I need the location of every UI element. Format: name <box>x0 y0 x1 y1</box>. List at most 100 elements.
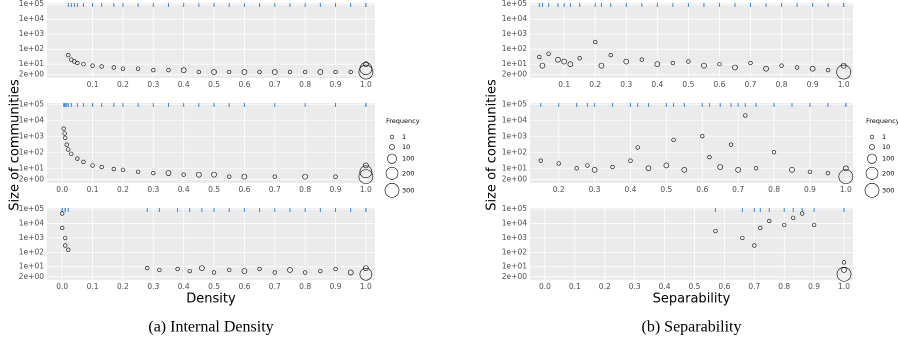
x-tick-label: 0.2 <box>117 282 129 291</box>
x-tick-label: 0.5 <box>208 282 220 291</box>
legend-symbol <box>869 134 875 140</box>
data-point <box>359 165 373 179</box>
y-tick-label: 1e+02 <box>502 247 527 256</box>
x-tick-label: 0.4 <box>178 282 190 291</box>
data-point <box>241 69 248 75</box>
data-point <box>62 131 67 136</box>
data-point <box>211 270 217 275</box>
legend-symbol <box>869 144 875 150</box>
y-tick-label: 1e+02 <box>19 147 44 156</box>
x-tick-label: 0.3 <box>147 80 159 89</box>
y-tick-label: 1e+03 <box>502 233 527 242</box>
data-point <box>227 174 232 179</box>
x-tick-label: 1.0 <box>838 282 850 291</box>
y-tick-label: 1e+02 <box>19 247 44 256</box>
y-tick-label: 2e+00 <box>502 272 527 281</box>
data-point <box>60 225 65 230</box>
x-tick-label: 1.0 <box>360 185 372 194</box>
data-point <box>623 58 630 65</box>
legend-symbol <box>387 153 397 164</box>
data-point <box>66 247 71 252</box>
x-tick-label: 0.2 <box>599 282 611 291</box>
data-point <box>227 267 232 273</box>
data-point <box>211 171 217 178</box>
data-point <box>843 165 849 172</box>
data-point <box>538 158 543 163</box>
x-tick-label: 0.7 <box>269 80 281 89</box>
panel-background <box>530 3 853 78</box>
data-point <box>196 69 201 75</box>
data-point <box>75 60 80 66</box>
x-tick-label: 0.1 <box>87 80 99 89</box>
data-point <box>556 161 561 166</box>
data-point <box>66 147 71 152</box>
x-tick-label: 0.9 <box>330 185 342 194</box>
data-point <box>841 260 847 265</box>
data-point <box>61 126 66 131</box>
legend-symbol <box>867 153 877 164</box>
x-tick-label: 0.6 <box>718 282 730 291</box>
data-point <box>363 61 369 67</box>
data-point <box>90 163 95 168</box>
x-tick-label: 0.7 <box>745 80 757 89</box>
data-point <box>753 166 759 171</box>
x-tick-label: 0.8 <box>778 282 790 291</box>
x-tick-label: 0.6 <box>238 80 250 89</box>
panel-background <box>47 103 375 183</box>
data-point <box>196 171 202 178</box>
data-point <box>145 266 150 271</box>
y-tick-label: 1e+01 <box>502 163 527 172</box>
data-point <box>838 169 854 184</box>
x-tick-label: 0.8 <box>299 80 311 89</box>
data-point <box>363 162 369 169</box>
data-point <box>836 64 851 80</box>
data-point <box>840 62 847 69</box>
data-point <box>271 69 278 75</box>
y-tick-label: 1e+02 <box>502 44 527 53</box>
data-point <box>151 68 156 73</box>
data-point <box>598 62 605 69</box>
data-point <box>539 62 546 69</box>
data-point <box>151 170 156 176</box>
y-tick-label: 1e+05 <box>502 204 527 213</box>
data-point <box>635 145 640 150</box>
x-tick-label: 0.6 <box>238 282 250 291</box>
legend-label: 1 <box>882 133 886 141</box>
x-tick-label: 0.4 <box>178 185 190 194</box>
data-point <box>60 211 65 216</box>
x-tick-label: 0.2 <box>589 80 601 89</box>
x-tick-label: 0.8 <box>299 185 311 194</box>
legend-title: Frequency <box>386 117 420 125</box>
data-point <box>333 69 338 75</box>
y-tick-label: 1e+02 <box>502 147 527 156</box>
data-point <box>717 62 722 67</box>
data-point <box>99 164 104 170</box>
x-tick-label: 0.9 <box>330 282 342 291</box>
data-point <box>359 267 373 281</box>
data-point <box>317 69 324 75</box>
data-point <box>69 57 74 62</box>
y-axis-label: Size of communities <box>8 79 23 211</box>
data-point <box>241 268 248 274</box>
data-point <box>303 270 308 275</box>
data-point <box>241 173 248 180</box>
x-tick-label: 0.6 <box>713 80 725 89</box>
data-point <box>663 162 670 169</box>
data-point <box>791 215 796 220</box>
data-point <box>807 169 813 174</box>
data-point <box>758 225 763 230</box>
x-tick-label: 0.3 <box>589 185 601 194</box>
x-tick-label: 0.8 <box>768 185 780 194</box>
x-tick-label: 0.1 <box>87 282 99 291</box>
data-point <box>120 167 126 172</box>
data-point <box>81 159 86 165</box>
x-tick-label: 0.2 <box>553 185 565 194</box>
legend-symbol <box>864 183 880 198</box>
data-point <box>812 222 817 228</box>
panel-background <box>47 3 375 78</box>
data-point <box>654 61 661 67</box>
data-point <box>700 134 705 139</box>
data-point <box>66 53 71 58</box>
x-tick-label: 0.3 <box>620 80 632 89</box>
